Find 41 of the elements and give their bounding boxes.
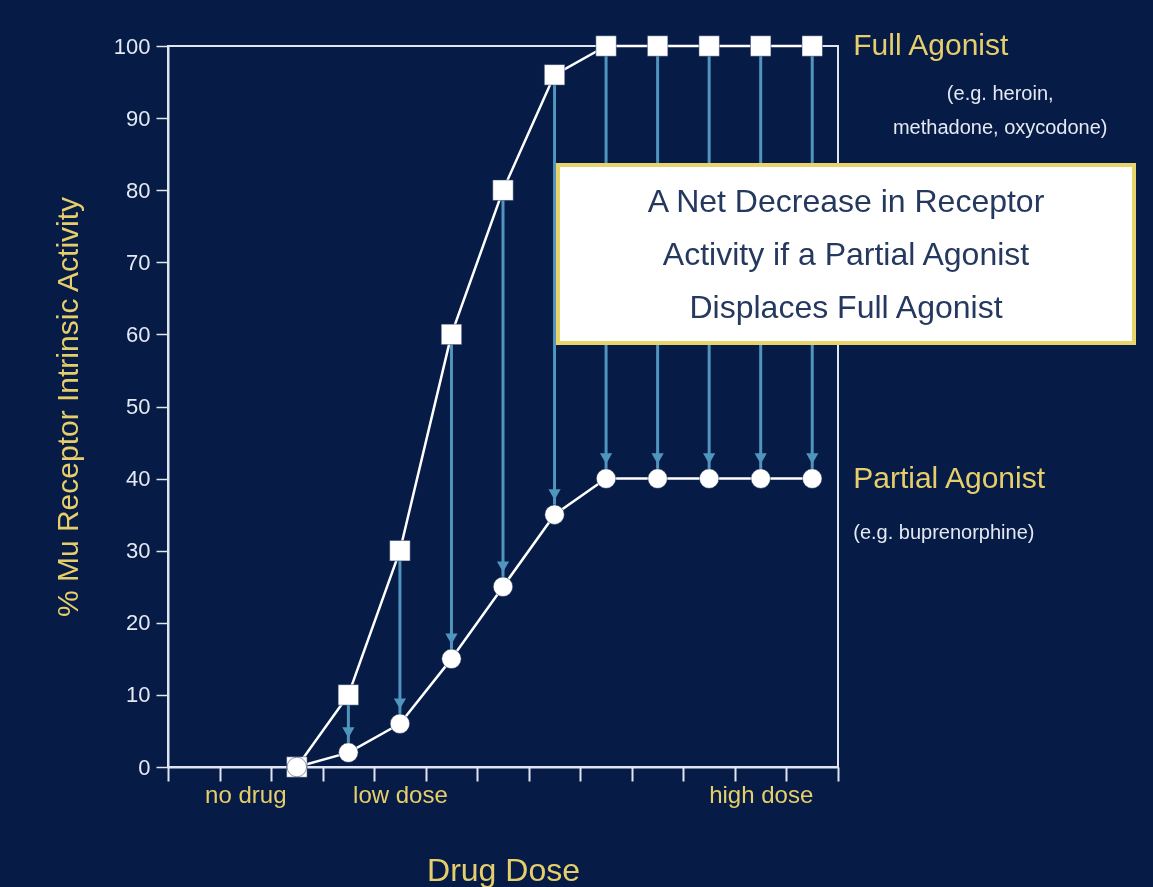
x-tick-label: high dose	[709, 780, 814, 808]
point	[750, 468, 771, 489]
y-tick-label: 70	[126, 249, 151, 275]
point	[544, 64, 566, 86]
point	[802, 468, 823, 489]
point	[389, 713, 410, 734]
series-label: Partial Agonist	[853, 460, 1046, 494]
point	[595, 35, 617, 57]
y-tick-label: 30	[126, 538, 151, 564]
point	[338, 742, 359, 763]
series-label: Full Agonist	[853, 28, 1009, 61]
callout-box: A Net Decrease in Receptor Activity if a Partial Agonist Displaces Full Agonist	[556, 163, 1136, 345]
point	[647, 35, 669, 57]
point	[440, 323, 462, 345]
y-tick-label: 10	[126, 682, 151, 708]
point	[647, 468, 668, 489]
point	[441, 648, 462, 669]
x-axis-title: Drug Dose	[427, 851, 580, 887]
y-tick-label: 90	[126, 105, 151, 131]
y-axis-title: % Mu Receptor Intrinsic Activity	[50, 196, 84, 618]
point	[337, 684, 359, 706]
point	[596, 468, 617, 489]
text: (e.g. buprenorphine)	[853, 520, 1035, 543]
x-tick-label: no drug	[205, 780, 287, 808]
point	[698, 35, 720, 57]
y-tick-label: 0	[138, 754, 151, 780]
point	[801, 35, 823, 57]
point	[492, 179, 514, 201]
y-tick-label: 60	[126, 321, 151, 347]
y-tick-label: 20	[126, 610, 151, 636]
point	[699, 468, 720, 489]
y-tick-label: 100	[113, 33, 151, 59]
y-tick-label: 80	[126, 177, 151, 203]
y-tick-label: 50	[126, 394, 151, 419]
point	[389, 540, 411, 562]
y-tick-label: 40	[126, 466, 151, 492]
point	[544, 504, 565, 525]
x-tick-label: low dose	[353, 780, 448, 808]
point	[750, 35, 772, 57]
point	[493, 576, 513, 597]
text: (e.g. heroin, methadone, oxycodone)	[892, 82, 1108, 138]
